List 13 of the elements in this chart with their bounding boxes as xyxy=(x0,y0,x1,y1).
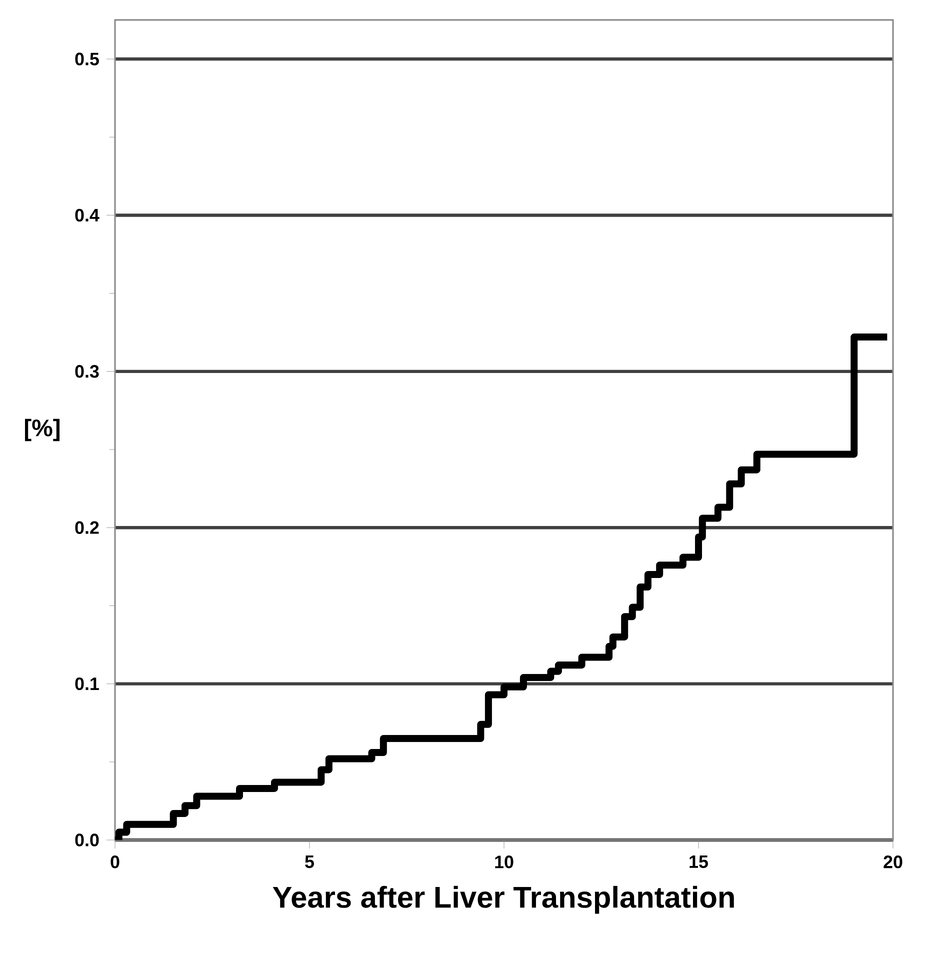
y-tick-label: 0.5 xyxy=(75,52,99,66)
x-tick-label: 15 xyxy=(690,856,708,868)
y-tick-label: 0.4 xyxy=(75,208,100,222)
x-tick-label: 5 xyxy=(305,856,314,868)
x-tick-label: 0 xyxy=(110,856,120,868)
y-axis-title: [%] xyxy=(25,418,60,442)
y-tick-label: 0.1 xyxy=(75,677,99,690)
x-tick-label: 10 xyxy=(495,856,514,868)
y-tick-label: 0.3 xyxy=(75,365,99,378)
y-tick-label: 0.0 xyxy=(75,834,99,846)
y-tick-label: 0.2 xyxy=(75,521,99,534)
x-tick-label: 20 xyxy=(884,856,902,868)
x-axis-title: Years after Liver Transplantation xyxy=(272,886,734,914)
